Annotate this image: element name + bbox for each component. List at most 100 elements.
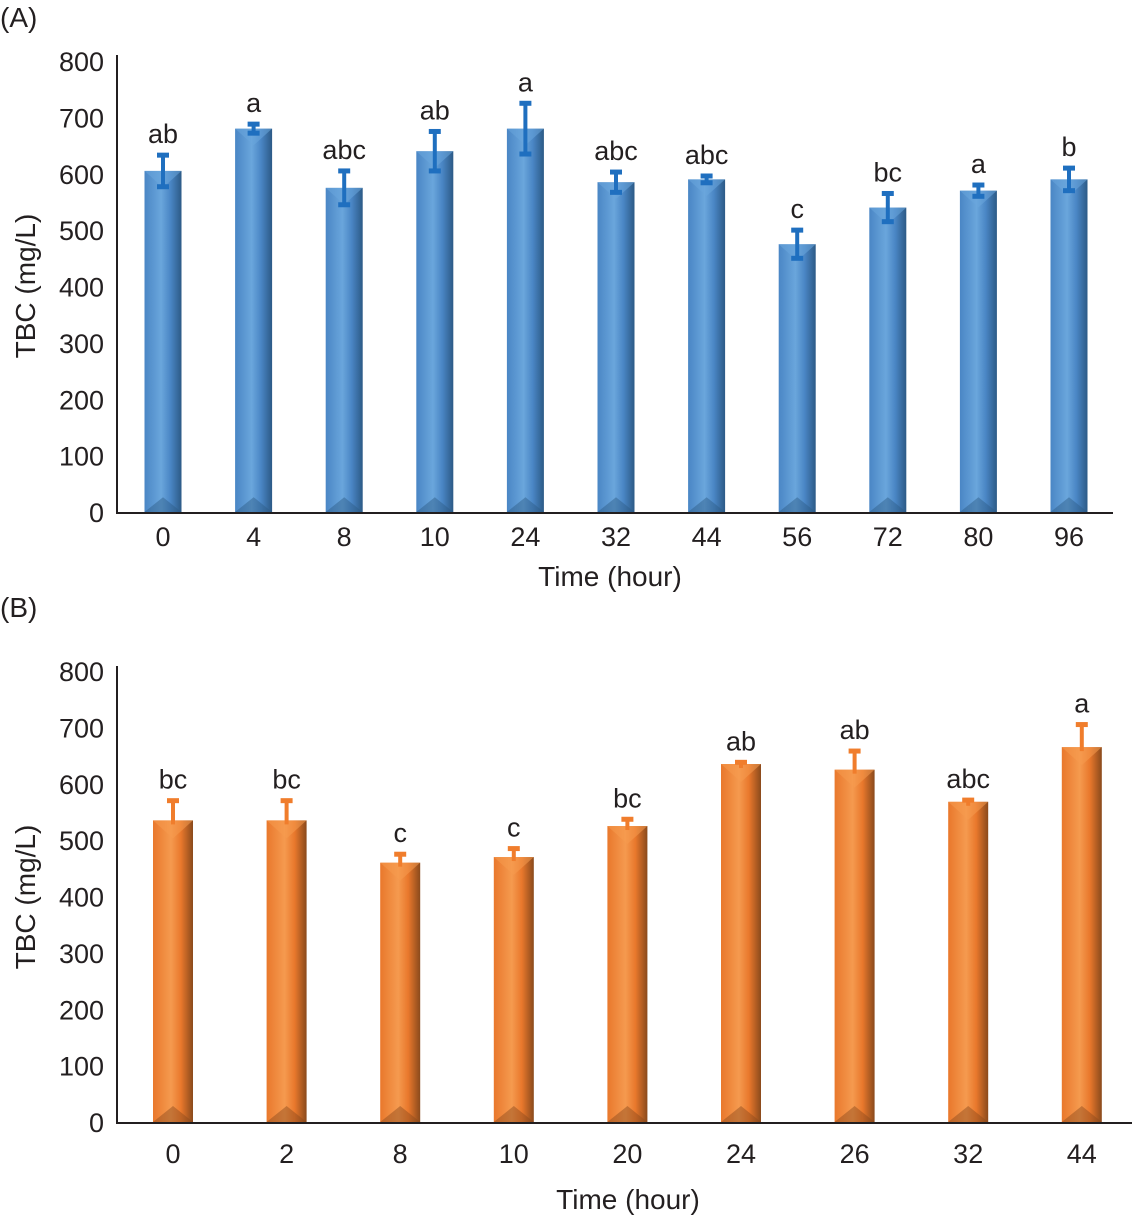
- bar-bevel-top: [959, 190, 997, 208]
- bar-bevel-top: [380, 862, 421, 881]
- x-tick-label: 44: [1067, 1139, 1097, 1169]
- bar-bevel-bottom: [144, 497, 182, 512]
- error-bar: [1063, 165, 1075, 194]
- bar-bevel-bottom: [1050, 497, 1088, 512]
- bar-bevel-bottom: [416, 497, 454, 512]
- bar: [948, 801, 989, 1122]
- bar-group: abc: [946, 764, 990, 1122]
- panel-a-x-axis-title: Time (hour): [538, 561, 682, 592]
- bar: [416, 151, 454, 512]
- error-bar: [735, 759, 747, 769]
- panel-b-x-axis-title: Time (hour): [556, 1184, 700, 1215]
- bar-group: ab: [416, 95, 454, 512]
- x-tick-label: 24: [726, 1139, 756, 1169]
- bar-bevel-bottom: [325, 497, 363, 512]
- bar: [688, 179, 726, 512]
- panel-b: (B) TBC (mg/L) Time (hour) 0100200300400…: [0, 592, 1132, 1215]
- y-tick-label: 300: [59, 939, 104, 969]
- y-tick-label: 700: [59, 713, 104, 743]
- x-tick-label: 10: [499, 1139, 529, 1169]
- bar-group: c: [380, 818, 421, 1122]
- bar: [778, 244, 816, 512]
- y-tick-label: 500: [59, 826, 104, 856]
- bar-group: b: [1050, 132, 1088, 512]
- error-bar: [962, 797, 975, 806]
- bar-group: bc: [153, 765, 193, 1122]
- x-tick-label: 44: [692, 522, 722, 552]
- significance-label: abc: [685, 140, 729, 170]
- error-bar: [507, 846, 520, 862]
- x-tick-label: 80: [963, 522, 993, 552]
- y-tick-label: 800: [59, 47, 104, 77]
- bar-bevel-bottom: [380, 1106, 421, 1122]
- panel-b-label: (B): [0, 592, 37, 623]
- x-tick-label: 2: [279, 1139, 294, 1169]
- bar-bevel-bottom: [721, 1106, 761, 1122]
- y-tick-label: 200: [59, 385, 104, 415]
- bar-bevel-top: [721, 764, 761, 783]
- bar: [235, 128, 273, 512]
- bar-group: bc: [607, 783, 648, 1122]
- x-tick-label: 4: [246, 522, 261, 552]
- panel-a-y-axis-title: TBC (mg/L): [10, 214, 41, 359]
- error-bar: [167, 798, 179, 825]
- significance-label: ab: [726, 726, 756, 756]
- bar-group: c: [493, 813, 534, 1122]
- bar: [144, 170, 182, 512]
- y-tick-label: 200: [59, 995, 104, 1025]
- y-tick-label: 500: [59, 216, 104, 246]
- panel-b-y-ticks: 0 100 200 300 400 500 600 700 800: [59, 657, 104, 1138]
- bar-group: a: [506, 67, 544, 512]
- bar-bevel-bottom: [688, 497, 726, 512]
- error-bar: [1075, 722, 1088, 752]
- panel-b-y-axis-title: TBC (mg/L): [10, 825, 41, 970]
- bar-bevel-bottom: [235, 497, 273, 512]
- bar-bevel-bottom: [506, 497, 544, 512]
- bar-group: abc: [322, 135, 366, 512]
- x-tick-label: 24: [510, 522, 540, 552]
- bar-group: a: [1061, 689, 1102, 1122]
- x-tick-label: 10: [420, 522, 450, 552]
- significance-label: abc: [594, 136, 638, 166]
- y-tick-label: 100: [59, 1052, 104, 1082]
- bar-bevel-bottom: [607, 1106, 648, 1122]
- bar: [506, 128, 544, 512]
- panel-a-x-ticks: 0 4 8 10 24 32 44 56 72 80 96: [155, 522, 1084, 552]
- error-bar: [791, 227, 804, 261]
- significance-label: abc: [322, 135, 366, 165]
- bar: [834, 769, 875, 1122]
- bar-bevel-bottom: [493, 1106, 534, 1122]
- significance-label: bc: [874, 157, 903, 187]
- significance-label: c: [393, 818, 407, 848]
- significance-label: a: [246, 88, 262, 118]
- x-tick-label: 26: [840, 1139, 870, 1169]
- x-tick-label: 8: [393, 1139, 408, 1169]
- bar: [1061, 747, 1102, 1122]
- error-bar: [280, 798, 293, 825]
- error-bar: [881, 190, 894, 225]
- panel-a: (A) TBC (mg/L) Time (hour) 0100200300400…: [0, 2, 1113, 592]
- bar-bevel-bottom: [597, 497, 635, 512]
- bar: [493, 857, 534, 1122]
- bar: [959, 190, 997, 512]
- bar: [607, 826, 648, 1122]
- x-tick-label: 32: [601, 522, 631, 552]
- bar: [153, 820, 193, 1122]
- significance-label: ab: [840, 715, 870, 745]
- bar: [325, 187, 363, 512]
- significance-label: abc: [946, 764, 990, 794]
- significance-label: c: [790, 194, 804, 224]
- bar-bevel-bottom: [778, 497, 816, 512]
- y-tick-label: 400: [59, 273, 104, 303]
- x-tick-label: 0: [165, 1139, 180, 1169]
- bar-group: bc: [869, 157, 907, 512]
- bar: [1050, 179, 1088, 512]
- significance-label: bc: [613, 783, 642, 813]
- bar-group: a: [235, 88, 273, 512]
- significance-label: ab: [148, 119, 178, 149]
- bar: [597, 182, 635, 513]
- bar: [721, 764, 761, 1122]
- x-tick-label: 56: [782, 522, 812, 552]
